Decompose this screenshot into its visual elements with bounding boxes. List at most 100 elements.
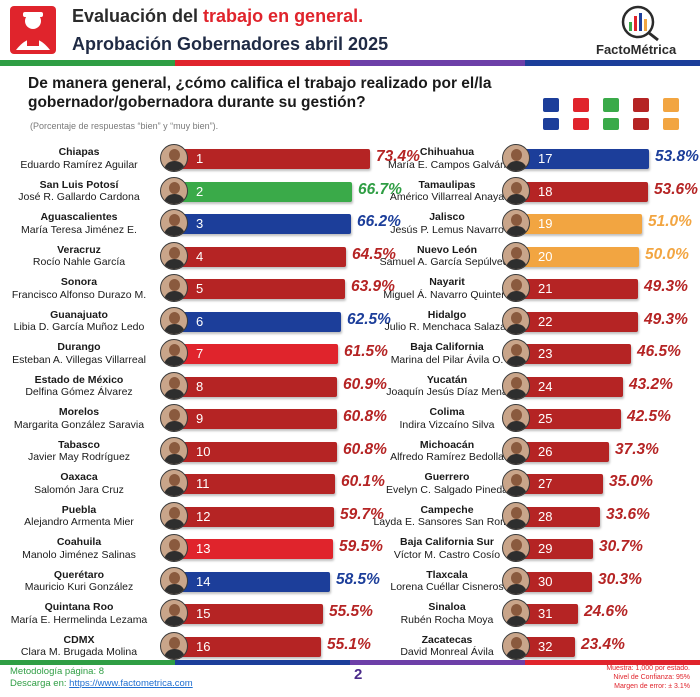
photo-head — [169, 311, 180, 324]
value-label: 73.4% — [376, 148, 420, 165]
governor-label: Baja California Marina del Pilar Ávila O. — [372, 341, 522, 366]
value-label: 55.5% — [329, 603, 373, 620]
photo-head — [169, 539, 180, 551]
party-logo — [573, 98, 589, 112]
governor-name: Lorena Cuéllar Cisneros — [390, 581, 504, 593]
state-name: Chiapas — [58, 146, 100, 158]
approval-bar — [518, 441, 609, 462]
photo-head — [169, 376, 180, 389]
approval-bar — [176, 539, 333, 559]
governor-name: Evelyn C. Salgado Pineda — [386, 483, 508, 496]
photo-body — [164, 616, 185, 626]
state-name: Zacatecas — [421, 633, 473, 646]
governor-name: Delfina Gómez Álvarez — [25, 386, 133, 398]
state-name: Aguascalientes — [40, 211, 118, 223]
governor-name: Alfredo Ramírez Bedolla — [390, 451, 504, 463]
photo-head — [169, 604, 180, 616]
photo-head — [169, 571, 180, 584]
photo-body — [506, 388, 527, 399]
photo-body — [506, 161, 527, 171]
governor-label: Chiapas Eduardo Ramírez Aguilar — [4, 146, 154, 171]
rank-label: 3 — [196, 216, 204, 231]
party-legend — [540, 98, 690, 138]
chart-row: Querétaro Mauricio Kuri González 14 58.5% — [0, 566, 380, 596]
state-name: Jalisco — [429, 211, 465, 223]
governor-label: Coahuila Manolo Jiménez Salinas — [4, 536, 154, 561]
governor-photo — [160, 209, 188, 237]
value-label: 42.5% — [627, 408, 671, 425]
approval-bar — [518, 344, 631, 364]
governor-name: Rocío Nahle García — [32, 256, 126, 268]
chart-row: Baja California Sur Víctor M. Castro Cosí… — [350, 533, 700, 563]
governor-name: Alejandro Armenta Mier — [24, 516, 134, 528]
photo-head — [511, 636, 522, 649]
value-label: 60.8% — [343, 440, 387, 458]
governor-photo — [160, 469, 188, 497]
state-name: Michoacán — [419, 438, 475, 451]
rank-label: 5 — [196, 281, 204, 296]
chart-row: Morelos Margarita González Saravia 9 60.8% — [0, 403, 387, 433]
photo-body — [506, 291, 527, 301]
rank-label: 1 — [196, 151, 204, 166]
governor-photo — [502, 371, 530, 400]
state-name: Sinaloa — [428, 601, 466, 613]
governor-photo — [160, 306, 188, 335]
governor-name: Miguel Á. Navarro Quintero — [383, 288, 511, 301]
governor-name: Samuel A. García Sepúlveda — [379, 256, 515, 268]
governor-photo — [502, 274, 530, 302]
approval-bar — [518, 571, 592, 592]
approval-bar — [176, 344, 338, 364]
state-name: Coahuila — [56, 536, 102, 548]
rank-label: 8 — [196, 378, 204, 394]
approval-bar — [176, 311, 341, 332]
value-label: 35.0% — [609, 473, 653, 490]
chart-row: Sinaloa Rubén Rocha Moya 31 24.6% — [350, 598, 700, 628]
governor-label: Guanajuato Libia D. García Muñoz Ledo — [4, 309, 154, 334]
approval-bar — [518, 246, 639, 267]
approval-bar — [518, 539, 593, 559]
governor-name: Layda E. Sansores San Román — [373, 516, 521, 528]
photo-body — [506, 486, 527, 496]
approval-bar — [176, 214, 351, 234]
photo-body — [164, 193, 185, 204]
photo-body — [506, 616, 527, 626]
governor-label: Nayarit Miguel Á. Navarro Quintero — [372, 276, 522, 301]
approval-bar — [518, 376, 623, 397]
surveyor-logo-icon — [10, 6, 56, 54]
photo-head — [511, 311, 522, 324]
rank-label: 10 — [196, 443, 211, 459]
governor-photo — [502, 631, 530, 660]
governor-photo — [502, 469, 530, 497]
value-label: 61.5% — [344, 343, 388, 360]
photo-head — [169, 636, 180, 649]
governor-label: Yucatán Joaquín Jesús Díaz Mena — [372, 374, 522, 399]
rank-label: 17 — [538, 151, 553, 166]
photo-head — [169, 149, 180, 161]
survey-question: De manera general, ¿cómo califica el tra… — [28, 75, 492, 111]
photo-body — [506, 648, 527, 659]
photo-head — [511, 279, 522, 291]
chart-row: Puebla Alejandro Armenta Mier 12 59.7% — [0, 501, 384, 531]
value-label: 23.4% — [581, 635, 625, 653]
party-swatch — [663, 118, 679, 130]
photo-body — [164, 648, 185, 659]
chart-row: Quintana Roo María E. Hermelinda Lezama 15… — [0, 598, 373, 628]
photo-head — [169, 214, 180, 226]
photo-head — [511, 441, 522, 454]
value-label: 53.6% — [654, 180, 698, 198]
rank-label: 14 — [196, 573, 211, 589]
governor-name: Joaquín Jesús Díaz Mena — [386, 386, 508, 398]
governor-label: Hidalgo Julio R. Menchaca Salazar — [372, 309, 522, 334]
page-number: 2 — [354, 666, 363, 683]
governor-name: Francisco Alfonso Durazo M. — [11, 288, 147, 301]
governor-name: José R. Gallardo Cardona — [18, 191, 140, 203]
rank-label: 12 — [196, 508, 211, 524]
download-link[interactable]: https://www.factometrica.com — [69, 678, 193, 689]
chart-row: Guanajuato Libia D. García Muñoz Ledo 6 62.… — [0, 306, 391, 336]
photo-body — [164, 291, 185, 301]
governor-label: Oaxaca Salomón Jara Cruz — [4, 471, 154, 496]
value-label: 66.7% — [358, 180, 402, 198]
governor-label: Querétaro Mauricio Kuri González — [4, 569, 154, 594]
value-label: 51.0% — [648, 213, 692, 230]
value-label: 49.3% — [644, 278, 688, 295]
